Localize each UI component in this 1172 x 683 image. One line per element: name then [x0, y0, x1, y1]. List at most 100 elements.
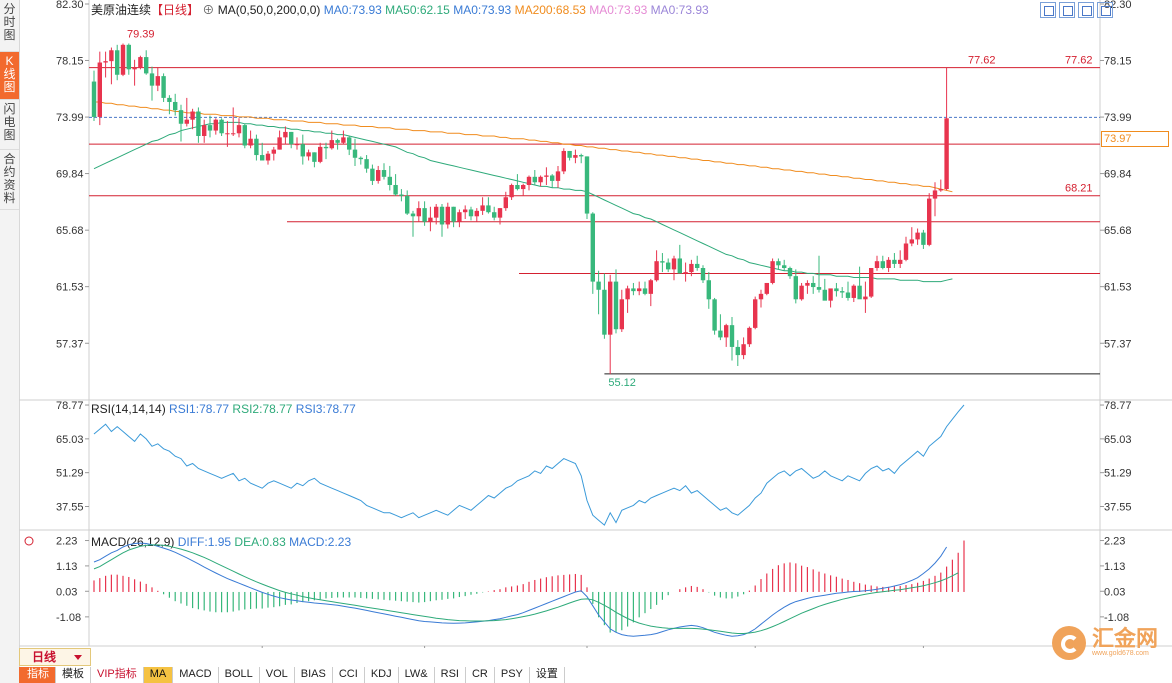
- candle-body: [329, 140, 334, 149]
- candle-body: [648, 280, 653, 294]
- candle-body: [805, 282, 810, 286]
- macd-tick-label-right: 0.03: [1104, 586, 1125, 598]
- candle-body: [735, 346, 740, 356]
- candle-body: [277, 137, 282, 150]
- chart-canvas: 82.30 82.30 78.15 78.15 73.99 73.99 69.84 69.84…: [19, 0, 1172, 648]
- candle-body: [242, 125, 247, 146]
- header-part-5: MA50:62.15: [382, 3, 450, 17]
- indicator-tab-3[interactable]: MA: [143, 667, 174, 683]
- rsi-tick-label-right: 51.29: [1104, 468, 1132, 480]
- candle-body: [898, 259, 903, 264]
- candle-body: [892, 259, 897, 264]
- rsi-tick-label-left: 37.55: [56, 501, 84, 513]
- candle-body: [677, 258, 682, 274]
- indicator-tab-1[interactable]: 模板: [56, 667, 91, 683]
- candle-body: [521, 184, 526, 190]
- header-part-4: MA0:73.93: [320, 3, 382, 17]
- indicator-tab-6[interactable]: VOL: [260, 667, 295, 683]
- candle-body: [387, 176, 392, 185]
- rsi-tick-label-left: 65.03: [56, 434, 84, 446]
- side-tab-2[interactable]: 闪电图: [0, 100, 19, 150]
- macd-tick-label-right: -1.08: [1104, 612, 1129, 624]
- price-tick-label-left: 61.53: [56, 282, 84, 294]
- candle-body: [538, 176, 543, 183]
- indicator-tab-11[interactable]: RSI: [435, 667, 466, 683]
- candle-body: [120, 44, 126, 75]
- indicator-tab-9[interactable]: KDJ: [365, 667, 399, 683]
- macd-legend-0: MACD(26,12,9): [91, 535, 174, 549]
- candle-body: [776, 261, 781, 266]
- candle-body: [300, 144, 305, 157]
- macd-diff-line: [93, 542, 948, 637]
- zoom-out-icon[interactable]: [1078, 2, 1094, 18]
- macd-tick-label-right: 1.13: [1104, 561, 1125, 573]
- candle-body: [787, 268, 793, 277]
- candle-body: [619, 299, 624, 330]
- indicator-tab-0[interactable]: 指标: [19, 667, 56, 683]
- candle-body: [457, 212, 462, 222]
- chart-header: 美原油连续【日线】 ⊕ MA(0,50,0,200,0,0) MA0:73.93…: [91, 2, 709, 17]
- candle-body: [689, 263, 694, 273]
- price-annotation: 77.62: [968, 55, 996, 67]
- period-selector[interactable]: 日线: [19, 648, 91, 666]
- candle-body: [532, 176, 537, 183]
- candle-body: [770, 261, 775, 283]
- candle-body: [248, 138, 253, 146]
- macd-dea-line: [93, 544, 959, 634]
- candle-body: [335, 140, 340, 143]
- candle-body: [289, 131, 294, 145]
- header-part-7: MA200:68.53: [511, 3, 586, 17]
- zoom-in-icon[interactable]: [1059, 2, 1075, 18]
- candle-body: [468, 209, 474, 217]
- candle-body: [451, 206, 456, 222]
- fullscreen-icon[interactable]: [1097, 2, 1113, 18]
- side-tab-3[interactable]: 合约资料: [0, 150, 19, 210]
- candle-body: [126, 44, 131, 70]
- candle-body: [660, 261, 665, 263]
- indicator-tab-8[interactable]: CCI: [333, 667, 365, 683]
- indicator-tab-13[interactable]: PSY: [495, 667, 530, 683]
- candle-body: [376, 170, 381, 181]
- candle-body: [213, 119, 218, 131]
- macd-tick-label-right: 2.23: [1104, 536, 1125, 548]
- price-tick-label-left: 82.30: [56, 0, 84, 11]
- watermark-url: www.gold678.com: [1092, 650, 1149, 657]
- candle-body: [323, 146, 329, 149]
- candle-body: [161, 76, 166, 98]
- indicator-tab-10[interactable]: LW&: [399, 667, 435, 683]
- candle-body: [341, 137, 346, 143]
- candle-body: [880, 261, 885, 268]
- rsi-tick-label-right: 78.77: [1104, 400, 1132, 412]
- indicator-tab-5[interactable]: BOLL: [219, 667, 260, 683]
- candle-body: [932, 190, 938, 199]
- candle-body: [799, 285, 804, 300]
- candle-body: [271, 149, 276, 154]
- crosshair-icon[interactable]: [1040, 2, 1056, 18]
- candle-body: [718, 330, 723, 338]
- candle-body: [91, 81, 97, 117]
- macd-settings-icon: [24, 536, 34, 546]
- indicator-tab-2[interactable]: VIP指标: [91, 667, 144, 683]
- price-tick-label-right: 61.53: [1104, 282, 1132, 294]
- candle-body: [683, 272, 688, 274]
- candle-body: [219, 119, 224, 134]
- indicator-tab-7[interactable]: BIAS: [295, 667, 333, 683]
- side-tab-0[interactable]: 分时图: [0, 0, 19, 52]
- candle-body: [236, 125, 242, 134]
- candle-body: [590, 213, 595, 282]
- candle-body: [863, 296, 868, 300]
- price-tick-label-right: 69.84: [1104, 169, 1132, 181]
- candle-body: [851, 285, 856, 298]
- indicator-tab-14[interactable]: 设置: [530, 667, 565, 683]
- price-tick-label-right: 73.99: [1104, 112, 1132, 124]
- candle-body: [144, 57, 149, 74]
- candle-body: [625, 288, 630, 300]
- price-annotation: 79.39: [127, 29, 155, 41]
- price-tick-label-right: 65.68: [1104, 225, 1132, 237]
- candle-body: [364, 159, 369, 169]
- candle-body: [352, 149, 358, 158]
- indicator-tab-12[interactable]: CR: [466, 667, 495, 683]
- indicator-tab-4[interactable]: MACD: [173, 667, 219, 683]
